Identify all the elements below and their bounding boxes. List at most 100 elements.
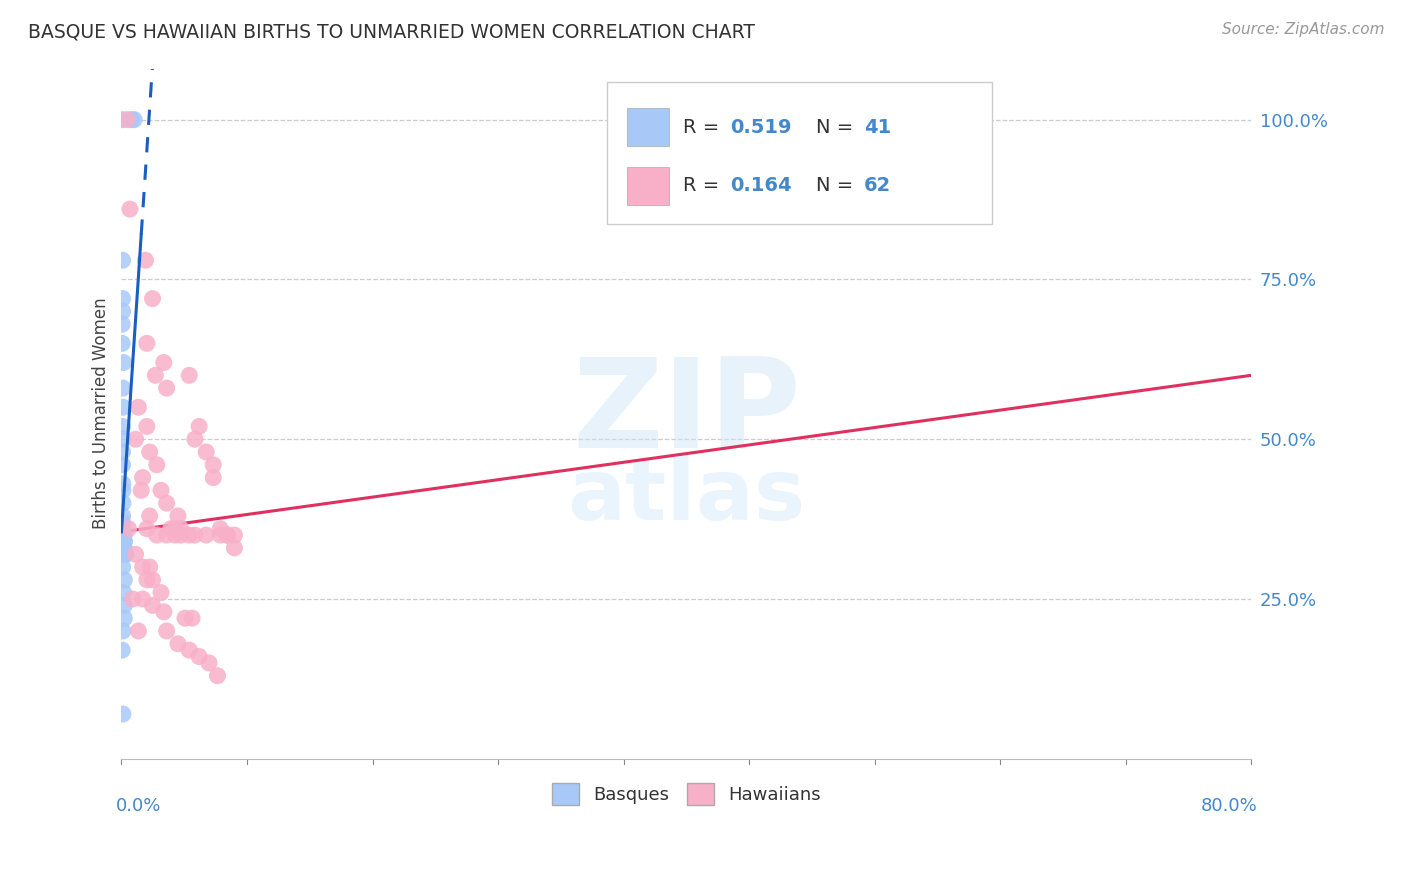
Point: [135, 573, 157, 587]
Point: [111, 560, 134, 574]
Point: [124, 547, 146, 561]
Text: R =: R =: [683, 118, 725, 136]
Point: [111, 706, 134, 721]
Point: [224, 541, 246, 555]
Point: [202, 470, 225, 484]
Point: [145, 458, 167, 472]
Point: [111, 381, 134, 395]
Point: [179, 368, 201, 383]
Point: [150, 585, 173, 599]
Point: [188, 419, 211, 434]
Point: [138, 508, 160, 523]
Point: [153, 605, 176, 619]
Point: [138, 445, 160, 459]
Point: [156, 528, 179, 542]
Point: [115, 112, 138, 127]
Point: [112, 547, 135, 561]
Point: [181, 611, 204, 625]
Point: [112, 599, 135, 613]
Point: [179, 643, 201, 657]
Point: [135, 336, 157, 351]
Point: [111, 516, 134, 530]
Point: [141, 599, 163, 613]
Point: [207, 669, 229, 683]
Point: [111, 445, 134, 459]
Text: 80.0%: 80.0%: [1201, 797, 1257, 814]
Point: [111, 528, 134, 542]
Text: R =: R =: [683, 177, 725, 195]
Point: [111, 522, 134, 536]
Point: [111, 496, 134, 510]
Point: [127, 624, 149, 638]
Point: [111, 432, 134, 446]
Point: [112, 541, 135, 555]
Y-axis label: Births to Unmarried Women: Births to Unmarried Women: [93, 298, 110, 530]
Point: [112, 355, 135, 369]
Point: [111, 304, 134, 318]
Point: [131, 560, 153, 574]
Point: [111, 483, 134, 498]
Point: [111, 317, 134, 331]
Point: [188, 649, 211, 664]
FancyBboxPatch shape: [627, 108, 669, 146]
Point: [131, 592, 153, 607]
Point: [138, 560, 160, 574]
Point: [179, 528, 201, 542]
Point: [112, 528, 135, 542]
Point: [114, 547, 136, 561]
Text: 62: 62: [863, 177, 891, 195]
Point: [111, 292, 134, 306]
Point: [198, 656, 221, 670]
Text: 0.164: 0.164: [731, 177, 792, 195]
Point: [134, 253, 156, 268]
Text: 0.519: 0.519: [731, 118, 792, 136]
Point: [120, 112, 142, 127]
Text: atlas: atlas: [567, 455, 806, 538]
Point: [111, 508, 134, 523]
Text: 0.0%: 0.0%: [115, 797, 162, 814]
Point: [124, 432, 146, 446]
Text: Source: ZipAtlas.com: Source: ZipAtlas.com: [1222, 22, 1385, 37]
Point: [174, 611, 197, 625]
Point: [150, 483, 173, 498]
Point: [135, 419, 157, 434]
Point: [112, 541, 135, 555]
Point: [112, 534, 135, 549]
FancyBboxPatch shape: [607, 82, 991, 224]
Point: [111, 624, 134, 638]
Point: [224, 528, 246, 542]
Point: [153, 355, 176, 369]
Point: [127, 401, 149, 415]
Point: [217, 528, 239, 542]
Point: [160, 522, 183, 536]
Text: 41: 41: [863, 118, 891, 136]
Point: [184, 528, 207, 542]
Point: [217, 528, 239, 542]
Point: [111, 253, 134, 268]
Point: [165, 522, 187, 536]
Point: [209, 528, 232, 542]
Text: BASQUE VS HAWAIIAN BIRTHS TO UNMARRIED WOMEN CORRELATION CHART: BASQUE VS HAWAIIAN BIRTHS TO UNMARRIED W…: [28, 22, 755, 41]
Point: [131, 470, 153, 484]
Point: [129, 483, 152, 498]
Point: [156, 624, 179, 638]
Point: [195, 528, 218, 542]
Point: [111, 522, 134, 536]
Point: [111, 458, 134, 472]
Point: [111, 401, 134, 415]
Point: [202, 458, 225, 472]
Point: [111, 336, 134, 351]
Point: [156, 496, 179, 510]
Point: [112, 611, 135, 625]
Point: [156, 381, 179, 395]
Point: [122, 112, 145, 127]
Point: [167, 508, 190, 523]
Point: [111, 477, 134, 491]
FancyBboxPatch shape: [627, 167, 669, 205]
Text: N =: N =: [817, 118, 860, 136]
Point: [112, 541, 135, 555]
Point: [111, 528, 134, 542]
Point: [184, 432, 207, 446]
Point: [141, 292, 163, 306]
Point: [141, 573, 163, 587]
